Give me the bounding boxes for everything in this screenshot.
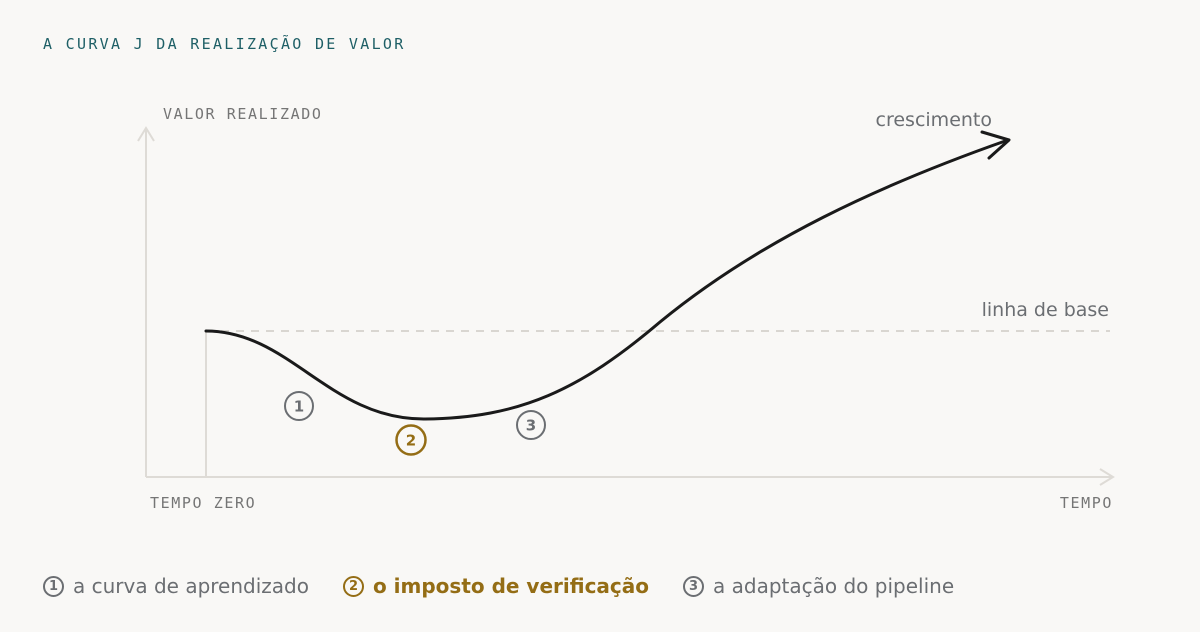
marker-2-number: 2 (406, 432, 416, 450)
x-axis (146, 468, 1115, 486)
legend-label-2: o imposto de verificação (372, 574, 650, 598)
marker-2: 2 (395, 424, 427, 456)
y-axis-label: VALOR REALIZADO (163, 105, 322, 123)
x-axis-start-label: TEMPO ZERO (150, 494, 256, 512)
legend-item-pipeline-adaptation: 3 a adaptação do pipeline (683, 574, 954, 598)
y-axis (137, 126, 155, 477)
curve-arrowhead (980, 130, 1011, 160)
legend-number-3: 3 (683, 575, 705, 597)
x-axis-end-label: TEMPO (1060, 494, 1113, 512)
legend-label-1: a curva de aprendizado (73, 574, 309, 598)
legend: 1 a curva de aprendizado 2 o imposto de … (43, 574, 988, 598)
legend-number-2: 2 (342, 575, 364, 597)
figure-title: A CURVA J DA REALIZAÇÃO DE VALOR (43, 35, 406, 53)
legend-number-1: 1 (43, 575, 64, 597)
marker-3-number: 3 (526, 417, 536, 435)
growth-label: crescimento (876, 109, 992, 131)
j-curve-line (204, 138, 1010, 421)
legend-item-verification-tax: 2 o imposto de verificação (342, 574, 650, 598)
baseline-label: linha de base (982, 299, 1109, 321)
legend-item-learning-curve: 1 a curva de aprendizado (43, 574, 309, 598)
marker-1-number: 1 (294, 398, 304, 416)
marker-3: 3 (516, 410, 546, 440)
marker-1: 1 (284, 391, 314, 421)
legend-label-3: a adaptação do pipeline (713, 574, 955, 598)
